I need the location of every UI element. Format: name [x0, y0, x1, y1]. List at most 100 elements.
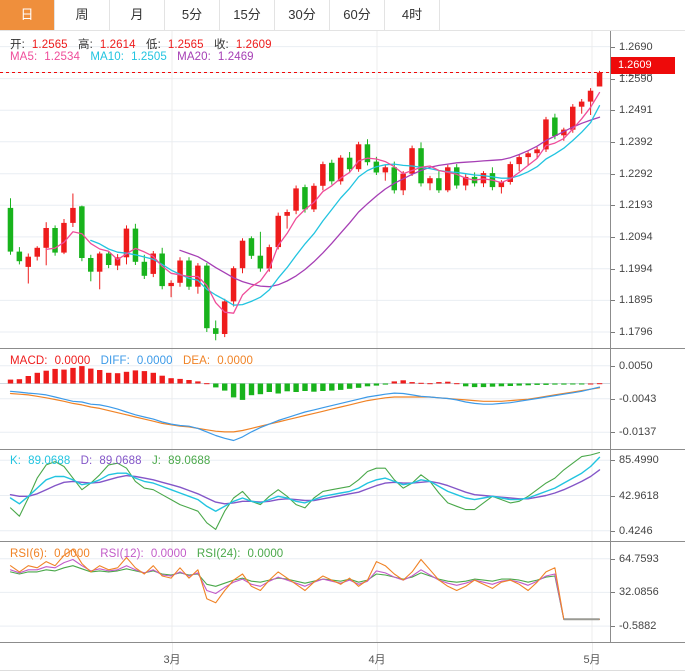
axis-tick [611, 268, 615, 270]
k-label: K: [10, 455, 22, 467]
axis-tick [611, 495, 615, 497]
diff-label: DIFF: [100, 355, 130, 367]
axis-tick-label: 1.1895 [619, 294, 653, 307]
d-value: 89.0688 [99, 455, 142, 467]
macd-panel[interactable]: 0.0050 -0.0043 -0.0137 [0, 349, 685, 450]
open-label: 开: [10, 39, 25, 51]
time-axis-label: 3月 [163, 654, 181, 666]
time-axis-labels: 3月 4月 5月 [0, 643, 610, 670]
axis-tick [611, 530, 615, 532]
axis-tick-label: 42.9618 [619, 489, 659, 502]
time-gridline [172, 643, 173, 670]
toolbar-empty-space [440, 0, 685, 30]
macd-label: MACD: [10, 355, 48, 367]
kdj-legend: K: 89.0688 D: 89.0688 J: 89.0688 [10, 455, 217, 467]
current-price-badge: 1.2609 [611, 57, 675, 74]
open-value: 1.2565 [31, 39, 68, 51]
tab-week[interactable]: 周 [55, 0, 110, 30]
rsi-panel[interactable]: 64.7593 32.0856 -0.5882 [0, 542, 685, 643]
rsi12-value: 0.0000 [150, 548, 187, 560]
time-gridline [592, 643, 593, 670]
price-panel[interactable]: 1.26901.26091.25901.24911.23921.22921.21… [0, 31, 685, 349]
kdj-plot-area[interactable] [0, 450, 610, 541]
tab-60min[interactable]: 60分 [330, 0, 385, 30]
ma20-value: 1.2469 [217, 51, 254, 63]
macd-plot-area[interactable] [0, 349, 610, 449]
axis-tick-label: 85.4990 [619, 454, 659, 467]
axis-tick-label: 1.2590 [619, 72, 653, 85]
candlestick-chart [0, 31, 610, 348]
tab-30min[interactable]: 30分 [275, 0, 330, 30]
axis-tick [611, 626, 615, 628]
axis-tick [611, 46, 615, 48]
d-label: D: [80, 455, 93, 467]
low-value: 1.2565 [167, 39, 204, 51]
dea-label: DEA: [182, 355, 211, 367]
tab-4hour[interactable]: 4时 [385, 0, 440, 30]
rsi-chart [0, 542, 610, 642]
axis-tick [611, 592, 615, 594]
axis-tick-label: 0.4246 [619, 524, 653, 537]
time-axis: 3月 4月 5月 [0, 643, 685, 671]
diff-value: 0.0000 [136, 355, 173, 367]
axis-tick-label: 0.0050 [619, 359, 653, 372]
time-axis-label: 5月 [583, 654, 601, 666]
axis-tick [611, 236, 615, 238]
axis-tick-label: 1.1796 [619, 326, 653, 338]
macd-legend: MACD: 0.0000 DIFF: 0.0000 DEA: 0.0000 [10, 355, 260, 367]
axis-tick [611, 432, 615, 434]
tab-5min[interactable]: 5分 [165, 0, 220, 30]
axis-tick-label: 64.7593 [619, 552, 659, 565]
axis-tick-label: -0.0137 [619, 426, 657, 439]
macd-value: 0.0000 [54, 355, 91, 367]
tab-15min[interactable]: 15分 [220, 0, 275, 30]
tab-month[interactable]: 月 [110, 0, 165, 30]
ma10-label: MA10: [90, 51, 125, 63]
axis-tick [611, 460, 615, 462]
rsi24-label: RSI(24): [196, 548, 241, 560]
macd-axis: 0.0050 -0.0043 -0.0137 [610, 349, 685, 449]
close-value: 1.2609 [235, 39, 272, 51]
j-label: J: [151, 455, 162, 467]
tab-day[interactable]: 日 [0, 0, 55, 30]
k-value: 89.0688 [28, 455, 71, 467]
axis-tick [611, 365, 615, 367]
price-plot-area[interactable] [0, 31, 610, 348]
rsi-axis: 64.7593 32.0856 -0.5882 [610, 542, 685, 642]
ohlc-legend: 开: 1.2565 高: 1.2614 低: 1.2565 收: 1.2609 [10, 36, 279, 52]
axis-tick-label: -0.0043 [619, 392, 657, 405]
macd-chart [0, 349, 610, 449]
rsi12-label: RSI(12): [100, 548, 144, 560]
rsi6-value: 0.0000 [54, 548, 90, 560]
axis-tick [611, 558, 615, 560]
rsi-legend: RSI(6): 0.0000 RSI(12): 0.0000 RSI(24): 0.0… [10, 548, 290, 560]
axis-tick [611, 205, 615, 207]
axis-tick [611, 332, 615, 333]
axis-tick-label: 1.2690 [619, 40, 653, 53]
j-value: 89.0688 [168, 455, 211, 467]
rsi-plot-area[interactable] [0, 542, 610, 642]
axis-tick [611, 398, 615, 400]
rsi24-value: 0.0000 [247, 548, 284, 560]
rsi6-label: RSI(6): [10, 548, 48, 560]
high-value: 1.2614 [99, 39, 136, 51]
ma5-label: MA5: [10, 51, 38, 63]
axis-tick-label: 1.2491 [619, 104, 653, 117]
low-label: 低: [145, 39, 161, 51]
axis-tick-label: -0.5882 [619, 620, 657, 633]
close-label: 收: [213, 39, 229, 51]
axis-tick [611, 173, 615, 175]
ma20-label: MA20: [177, 51, 211, 63]
axis-tick-label: 1.2094 [619, 230, 653, 243]
axis-tick-label: 1.2193 [619, 199, 653, 212]
price-axis: 1.2690 1.26091.2590 1.2491 1.2392 1.2292 1.21… [610, 31, 685, 348]
axis-tick [611, 110, 615, 112]
axis-tick-label: 32.0856 [619, 586, 659, 599]
ma5-value: 1.2534 [44, 51, 81, 63]
time-axis-label: 4月 [368, 654, 386, 666]
axis-tick [611, 78, 615, 80]
axis-tick-label: 1.1994 [619, 262, 653, 275]
kdj-panel[interactable]: 85.4990 42.9618 0.4246 [0, 450, 685, 542]
kdj-chart [0, 450, 610, 541]
